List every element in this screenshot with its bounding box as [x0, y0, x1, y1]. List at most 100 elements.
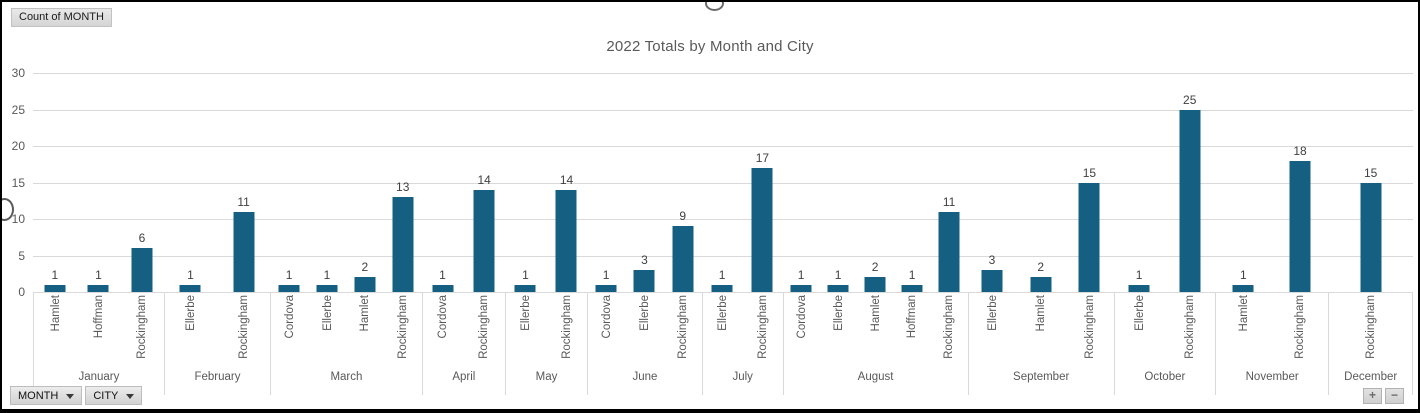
group-label-block: Ellerbe Hamlet Rockingham September [967, 293, 1114, 395]
bar-slot: 1 [1114, 73, 1165, 292]
bar-april-rockingham[interactable] [473, 189, 495, 292]
city-axis-label: Ellerbe [716, 295, 729, 331]
data-label: 1 [522, 267, 529, 282]
month-axis-label: February [194, 371, 241, 383]
bar-slot: 1 [1215, 73, 1272, 292]
y-axis-tick-label: 20 [11, 139, 25, 153]
bar-slot: 1 [422, 73, 464, 292]
expand-field-button[interactable]: + [1363, 388, 1382, 404]
city-axis-label: Rockingham [676, 295, 689, 359]
city-axis-label: Ellerbe [520, 295, 533, 331]
group-label-block: Rockingham December [1328, 293, 1414, 395]
bar-november-rockingham[interactable] [1289, 160, 1311, 292]
data-label: 15 [1364, 165, 1378, 180]
bar-february-ellerbe[interactable] [179, 284, 201, 292]
month-group-february: 1 11 Ellerbe Rockingham February [163, 73, 271, 395]
bar-august-ellerbe[interactable] [827, 284, 849, 292]
bar-may-ellerbe[interactable] [514, 284, 536, 292]
month-axis-label: January [78, 371, 120, 383]
city-axis-label: Rockingham [237, 295, 250, 359]
bar-slot: 1 [505, 73, 546, 292]
month-axis-label: March [330, 371, 363, 383]
bar-slot: 1 [587, 73, 625, 292]
city-axis-label: Rockingham [560, 295, 573, 359]
bar-slot: 1 [783, 73, 820, 292]
bar-july-rockingham[interactable] [751, 167, 773, 292]
city-field-button[interactable]: CITY [85, 386, 143, 405]
city-slot: Rockingham [1329, 293, 1412, 365]
bar-august-hamlet[interactable] [864, 277, 886, 292]
bar-march-hamlet[interactable] [354, 277, 376, 292]
bar-september-ellerbe[interactable] [981, 270, 1003, 292]
city-axis-label: Ellerbe [638, 295, 651, 331]
collapse-field-button[interactable]: − [1385, 388, 1404, 404]
bar-march-ellerbe[interactable] [316, 284, 338, 292]
bar-slot: 3 [625, 73, 663, 292]
bar-august-cordova[interactable] [790, 284, 812, 292]
month-axis-label: July [732, 371, 753, 383]
bar-august-rockingham[interactable] [938, 211, 960, 292]
gridline [33, 255, 1413, 257]
month-group-march: 1 1 2 13 Cordova Ellerbe Hamlet Rockingham March [270, 73, 422, 395]
bar-december-rockingham[interactable] [1360, 182, 1382, 292]
bar-slot: 1 [308, 73, 346, 292]
bar-june-cordova[interactable] [595, 284, 617, 292]
city-slot: Hamlet [1216, 293, 1272, 365]
city-slot: Rockingham [1272, 293, 1328, 365]
city-axis-label: Hamlet [359, 295, 372, 332]
month-group-may: 1 14 Ellerbe Rockingham May [504, 73, 587, 395]
y-axis-tick-label: 0 [18, 285, 25, 299]
data-label: 2 [361, 260, 369, 275]
month-group-january: 1 1 6 Hamlet Hoffman Rockingham January [33, 73, 164, 395]
category-groups: 1 1 6 Hamlet Hoffman Rockingham January 1 11 Elle… [33, 73, 1414, 395]
bar-january-hamlet[interactable] [44, 284, 66, 292]
city-slot: Hoffman [894, 293, 931, 365]
city-slot: Cordova [588, 293, 626, 365]
bar-september-rockingham[interactable] [1078, 182, 1100, 292]
city-field-label: CITY [93, 389, 119, 402]
bar-november-hamlet[interactable] [1232, 284, 1254, 292]
gridline [33, 219, 1413, 220]
month-group-september: 3 2 15 Ellerbe Hamlet Rockingham September [967, 73, 1114, 395]
bar-slot: 13 [384, 73, 422, 292]
bar-june-rockingham[interactable] [672, 226, 694, 292]
city-slot: Rockingham [743, 293, 783, 365]
bar-april-cordova[interactable] [432, 284, 453, 292]
data-label: 9 [679, 209, 687, 224]
bar-march-cordova[interactable] [278, 284, 300, 292]
city-slot: Hamlet [34, 293, 77, 365]
bar-march-rockingham[interactable] [392, 197, 414, 292]
chart-title: 2022 Totals by Month and City [606, 38, 814, 55]
y-axis-tick-label: 25 [11, 102, 25, 117]
city-slot: Ellerbe [820, 293, 857, 365]
data-label: 15 [1082, 165, 1097, 180]
month-group-april: 1 14 Cordova Rockingham April [421, 73, 505, 395]
city-slot: Rockingham [1065, 293, 1113, 365]
bar-january-hoffman[interactable] [87, 284, 109, 292]
bar-october-rockingham[interactable] [1179, 109, 1201, 292]
axis-field-buttons: MONTH CITY [10, 386, 143, 405]
city-axis-label: Ellerbe [321, 295, 334, 331]
data-label: 1 [908, 267, 916, 282]
city-axis-label: Hoffman [906, 295, 919, 339]
month-field-button[interactable]: MONTH [10, 386, 83, 405]
bar-slot: 15 [1328, 73, 1413, 292]
month-group-november: 1 18 Hamlet Rockingham November [1214, 73, 1329, 395]
count-of-month-field-button[interactable]: Count of MONTH [11, 8, 112, 27]
bar-may-rockingham[interactable] [555, 189, 577, 292]
bar-slot: 1 [894, 73, 931, 292]
bar-october-ellerbe[interactable] [1128, 284, 1150, 292]
city-axis-label: Rockingham [756, 295, 769, 359]
month-axis-label: April [452, 371, 476, 383]
bar-june-ellerbe[interactable] [633, 270, 655, 292]
bar-september-hamlet[interactable] [1030, 277, 1052, 292]
data-label: 1 [51, 267, 59, 282]
data-label: 13 [396, 180, 410, 195]
city-axis-label: Ellerbe [1133, 295, 1146, 331]
bar-august-hoffman[interactable] [901, 284, 923, 292]
city-slot: Hamlet [1017, 293, 1065, 365]
bar-july-ellerbe[interactable] [711, 284, 733, 292]
bar-february-rockingham[interactable] [233, 211, 255, 292]
data-label: 2 [871, 260, 879, 275]
bar-january-rockingham[interactable] [131, 248, 153, 292]
